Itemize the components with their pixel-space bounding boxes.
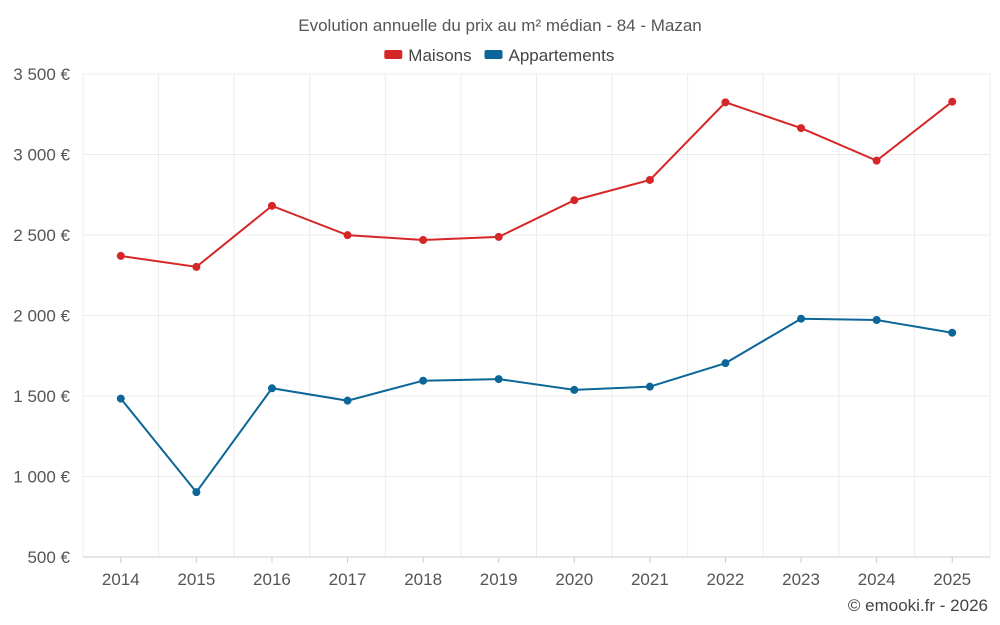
series-line-maisons [120,100,953,268]
chart-title: Evolution annuelle du prix au m² médian … [298,16,702,35]
x-tick-label: 2021 [631,570,669,589]
data-point-maisons[interactable] [721,98,730,107]
x-tick-label: 2016 [253,570,291,589]
data-point-appartements[interactable] [721,359,730,368]
data-point-appartements[interactable] [948,328,957,337]
data-point-maisons[interactable] [267,201,276,210]
x-tick-label: 2017 [329,570,367,589]
data-point-appartements[interactable] [192,488,201,497]
x-tick-label: 2014 [102,570,140,589]
credit-text: © emooki.fr - 2026 [848,596,988,615]
y-tick-label: 1 500 € [13,387,70,406]
x-tick-label: 2022 [707,570,745,589]
data-point-appartements[interactable] [267,384,276,393]
data-point-appartements[interactable] [872,316,881,325]
data-point-maisons[interactable] [948,97,957,106]
x-tick-label: 2015 [177,570,215,589]
y-tick-label: 3 000 € [13,146,70,165]
x-tick-label: 2018 [404,570,442,589]
y-tick-label: 500 € [27,548,70,567]
legend: Maisons Appartements [384,46,614,65]
data-point-maisons[interactable] [494,232,503,241]
data-point-maisons[interactable] [872,156,881,165]
data-point-maisons[interactable] [116,251,125,260]
legend-item-appartements[interactable]: Appartements [484,46,615,65]
data-point-maisons[interactable] [645,175,654,184]
data-point-maisons[interactable] [419,235,428,244]
x-tick-label: 2024 [858,570,896,589]
grid [82,73,991,558]
data-point-appartements[interactable] [494,375,503,384]
legend-item-maisons[interactable]: Maisons [384,46,472,65]
data-point-appartements[interactable] [116,394,125,403]
series-group [116,97,957,497]
y-tick-label: 3 500 € [13,65,70,84]
data-point-appartements[interactable] [645,382,654,391]
data-point-maisons[interactable] [797,124,806,133]
x-tick-label: 2023 [782,570,820,589]
legend-swatch-maisons [384,50,403,59]
x-tick-label: 2020 [555,570,593,589]
data-point-maisons[interactable] [192,262,201,271]
x-tick-label: 2025 [933,570,971,589]
y-axis: 500 € 1 000 € 1 500 € 2 000 € 2 500 € 3 000 €… [13,65,70,567]
y-tick-label: 2 000 € [13,307,70,326]
data-point-appartements[interactable] [419,376,428,385]
data-point-appartements[interactable] [797,314,806,323]
x-tick-label: 2019 [480,570,518,589]
data-point-maisons[interactable] [343,231,352,240]
x-axis: 2014 2015 2016 2017 2018 2019 2020 2021 2022 2023… [102,557,971,589]
data-point-maisons[interactable] [570,196,579,205]
y-tick-label: 1 000 € [13,468,70,487]
data-point-appartements[interactable] [570,385,579,394]
y-tick-label: 2 500 € [13,226,70,245]
legend-swatch-appartements [484,50,503,59]
series-line-appartements [120,317,953,494]
legend-label-maisons: Maisons [408,46,471,65]
data-point-appartements[interactable] [343,396,352,405]
legend-label-appartements: Appartements [509,46,615,65]
